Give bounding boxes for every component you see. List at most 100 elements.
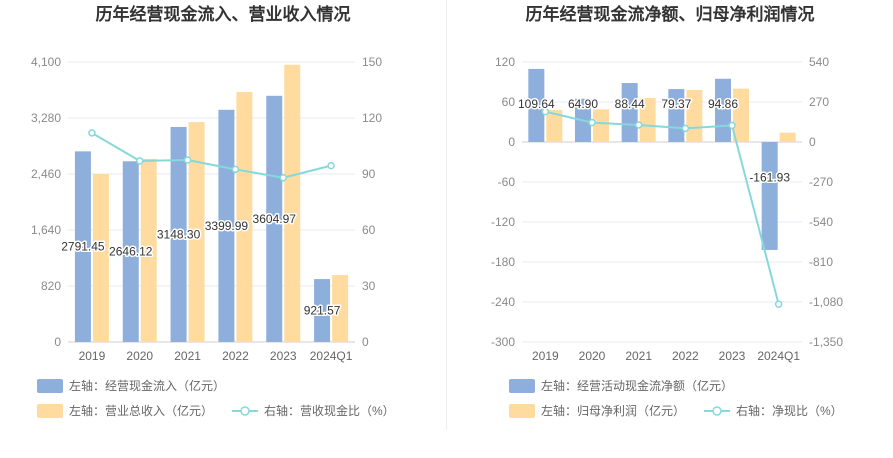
bar-secondary [733, 88, 749, 142]
legend-item[interactable]: 左轴：归母净利润（亿元） [509, 403, 685, 418]
left-axis-tick: -120 [491, 215, 515, 229]
ratio-line-point [541, 107, 550, 116]
right-axis-tick: -540 [809, 215, 833, 229]
left-axis-tick: 0 [508, 135, 515, 149]
left-axis-tick: -60 [498, 175, 516, 189]
x-axis-tick: 2020 [126, 349, 153, 363]
bar-secondary [639, 98, 656, 142]
ratio-line-point [136, 157, 144, 165]
bar-primary [170, 126, 187, 343]
chart-panel-cashflow-revenue: 历年经营现金流入、营业收入情况 0 820 1,640 2,460 3,280 4,100 0… [0, 0, 446, 458]
legend-label: 右轴：营收现金比（%） [264, 403, 395, 418]
right-axis-tick: 0 [809, 135, 816, 149]
ratio-line-point [681, 124, 690, 133]
bar-data-label: 88.44 [615, 97, 645, 111]
x-axis-tick: 2022 [222, 349, 249, 363]
bar-data-label: 921.57 [304, 304, 341, 318]
bar-primary [74, 151, 91, 342]
ratio-line-point [279, 173, 287, 182]
legend-item[interactable]: 左轴：营业总收入（亿元） [37, 403, 213, 418]
bar-primary [122, 161, 139, 342]
bar-secondary [188, 122, 205, 342]
x-axis-tick: 2023 [719, 349, 746, 363]
bar-secondary [546, 110, 563, 142]
legend-item[interactable]: 左轴：经营现金流入（亿元） [37, 378, 225, 393]
bar-data-label: 3148.30 [157, 227, 201, 241]
ratio-line-point [588, 118, 596, 127]
legend-item[interactable]: 左轴：经营活动现金流净额（亿元） [509, 378, 733, 393]
left-axis-tick: -240 [491, 295, 515, 309]
legend-swatch-point [240, 406, 250, 416]
chart-cashflow-revenue: 历年经营现金流入、营业收入情况 0 820 1,640 2,460 3,280 4,100 0… [31, 4, 395, 418]
right-axis-tick: -1,080 [809, 295, 843, 309]
left-axis-tick: 0 [54, 335, 61, 349]
ratio-line-point [88, 129, 96, 137]
left-axis-tick: 60 [502, 95, 516, 109]
right-axis-tick: 30 [362, 279, 376, 293]
bar-secondary [593, 109, 609, 142]
chart-netcash-profit: 历年经营现金流净额、归母净利润情况-300-240-180-120-600601… [491, 4, 843, 418]
right-axis-tick: -810 [809, 255, 833, 269]
right-axis-tick: 90 [362, 167, 376, 181]
ratio-line [91, 132, 332, 179]
right-axis-tick: 150 [362, 55, 382, 69]
bar-secondary [284, 64, 301, 343]
ratio-line-point [634, 121, 643, 129]
right-axis-tick: 60 [362, 223, 376, 237]
x-axis-tick: 2023 [270, 349, 297, 363]
bar-secondary [92, 174, 109, 342]
right-axis-tick: 120 [362, 111, 382, 125]
x-axis-tick: 2022 [672, 349, 699, 363]
legend-label: 左轴：经营活动现金流净额（亿元） [541, 378, 733, 393]
bar-data-label: 2791.45 [61, 240, 105, 254]
legend-label: 左轴：归母净利润（亿元） [541, 403, 685, 418]
left-axis-tick: -180 [491, 255, 515, 269]
x-axis-tick: 2024Q1 [310, 349, 353, 363]
left-axis-tick: 120 [495, 55, 515, 69]
legend-item[interactable]: 右轴：净现比（%） [704, 403, 843, 418]
bar-data-label: -161.93 [749, 171, 790, 185]
left-axis-tick: 2,460 [31, 167, 61, 181]
x-axis-tick: 2021 [625, 349, 652, 363]
left-axis-tick: 4,100 [31, 55, 61, 69]
bar-secondary [332, 275, 349, 342]
left-axis-tick: 1,640 [31, 223, 61, 237]
bar-data-label: 3604.97 [253, 212, 297, 226]
bar-data-label: 64.90 [568, 97, 598, 111]
right-axis-tick: -270 [809, 175, 833, 189]
chart-title: 历年经营现金流入、营业收入情况 [96, 4, 351, 24]
bar-secondary [236, 92, 253, 342]
bar-primary [761, 142, 778, 250]
ratio-line-point [728, 121, 736, 130]
ratio-line-point [183, 156, 192, 164]
left-axis-tick: 3,280 [31, 111, 61, 125]
chart-title: 历年经营现金流净额、归母净利润情况 [526, 4, 815, 24]
legend-label: 左轴：经营现金流入（亿元） [69, 378, 225, 393]
legend-swatch-bar [37, 404, 63, 418]
bar-data-label: 94.86 [708, 97, 738, 111]
bar-secondary [140, 158, 157, 342]
bar-data-label: 3399.99 [205, 219, 249, 233]
legend-swatch-bar [37, 379, 63, 393]
legend-swatch-point [712, 406, 722, 416]
bar-data-label: 2646.12 [109, 245, 153, 259]
bar-primary [528, 68, 545, 142]
right-axis-tick: 540 [809, 55, 829, 69]
legend-item[interactable]: 右轴：营收现金比（%） [232, 403, 395, 418]
chart-panel-netcash-profit: 历年经营现金流净额、归母净利润情况 -300 -240 -180 -120 -60 0 60 1… [447, 0, 893, 458]
ratio-line [545, 110, 780, 305]
legend-label: 右轴：净现比（%） [736, 403, 843, 418]
right-axis-tick: 270 [809, 95, 829, 109]
bar-data-label: 109.64 [518, 97, 555, 111]
legend-label: 左轴：营业总收入（亿元） [69, 403, 213, 418]
x-axis-tick: 2021 [174, 349, 201, 363]
panel-divider [446, 0, 447, 430]
x-axis-tick: 2019 [532, 349, 559, 363]
right-axis-tick: 0 [362, 335, 369, 349]
x-axis-tick: 2020 [579, 349, 606, 363]
left-axis-tick: 820 [41, 279, 61, 293]
x-axis-tick: 2019 [79, 349, 106, 363]
right-axis-tick: -1,350 [809, 335, 843, 349]
left-axis-tick: -300 [491, 335, 515, 349]
ratio-line-point [327, 161, 335, 170]
